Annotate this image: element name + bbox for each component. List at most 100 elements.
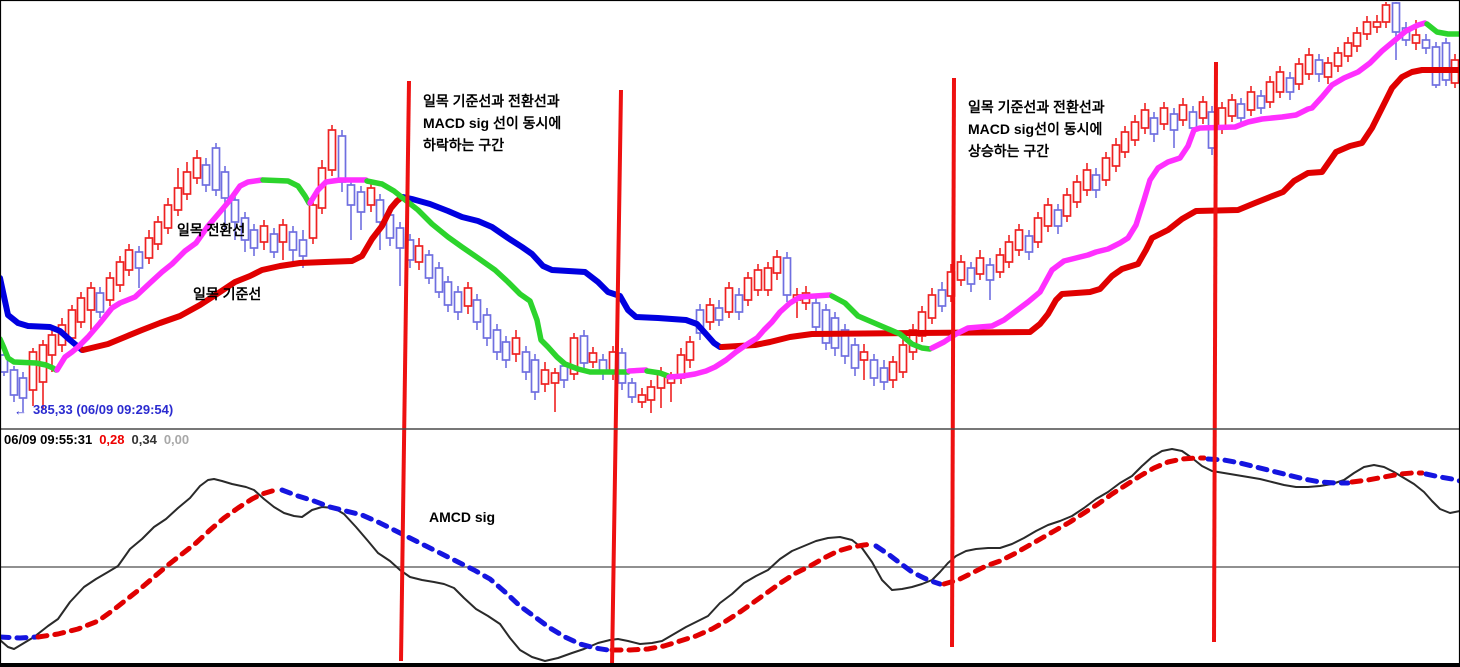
candle-body [1120,131,1130,153]
candle-body [366,187,376,206]
candle-body [966,267,976,285]
candle-body [1149,117,1159,135]
candle-body [1111,144,1121,167]
candle-body [288,231,298,251]
candle-body [249,229,259,249]
candle-body [1431,46,1441,86]
macd-signal-line-rising [1349,470,1425,485]
candle-body [1246,91,1256,111]
candle-body [956,261,966,281]
candle-body [463,287,473,307]
candle-body [559,365,569,381]
candle-body [298,239,308,257]
candle-body [1004,241,1014,263]
candle-body [1304,54,1314,75]
candle-body [1043,204,1053,227]
ichimoku-base-line-falling [0,275,85,353]
candle-body [927,294,937,319]
annotation-line: 하락하는 구간 [423,137,505,153]
ichimoku-conversion-line-rising [54,177,265,373]
ichimoku-conversion-line-rising [666,292,833,380]
macd-signal-line-falling [1423,471,1460,484]
candle-body [240,217,250,241]
candle-body [278,224,288,243]
candle-body [1072,181,1082,203]
ichimoku-conversion-line-falling [829,293,933,352]
candle-body [521,351,531,373]
candle-body [1236,103,1246,119]
ichimoku-conversion-line-falling [644,368,671,379]
candle-body [1033,217,1043,243]
status-signal-value: 0,34 [131,432,157,447]
macd-signal-line-falling [279,487,611,653]
candle-body [869,359,879,379]
macd-panel-surface[interactable] [0,429,1460,665]
candle-body [153,221,163,245]
candle-body [1159,107,1169,125]
candle-body [579,335,589,364]
candle-body [859,351,869,361]
candle-body [230,199,240,223]
candle-body [985,264,995,281]
candle-body [95,292,105,313]
candle-body [201,164,211,186]
candle-body [105,277,115,301]
candle-body [550,372,560,384]
candle-body [1362,21,1372,35]
candle-body [1294,63,1304,85]
left-arrow-icon: ← [14,403,27,418]
candle-body [337,135,347,183]
candle-body [617,352,627,384]
candle-body [424,254,434,279]
candle-body [47,334,57,356]
candle-body [888,361,898,381]
ichimoku-base-line-falling [400,194,723,350]
macd-signal-line-rising [941,455,1207,587]
ichimoku-base-line-rising [719,67,1460,350]
candle-body [482,314,492,339]
vertical-marker-line [1212,61,1218,643]
candle-body [1265,81,1275,103]
candle-body [434,267,444,293]
ichimoku-conversion-line-rising [626,367,649,374]
ichimoku-conversion-line-falling [260,177,312,206]
candle-body [1062,194,1072,217]
candle-body [975,257,985,275]
candle-body [453,291,463,313]
ichimoku-conversion-line-falling [1424,21,1460,37]
status-macd-value: 0,28 [99,432,125,447]
candle-body [269,233,279,253]
candle-body [492,329,502,353]
ichimoku-conversion-line-rising [307,177,369,206]
candle-body [86,287,96,311]
candle-body [714,307,724,321]
candle-body [1381,4,1391,23]
candle-body [1391,2,1401,33]
candle-body [259,225,269,243]
label-base-line: 일목 기준선 [193,286,262,302]
candle-body [917,311,927,337]
candle-body [220,171,230,199]
candle-body [163,204,173,229]
candle-body [811,302,821,328]
candle-body [821,309,831,344]
candle-body [327,129,337,171]
status-osc-value: 0,00 [163,432,190,447]
label-conversion-line: 일목 전환선 [177,222,246,238]
candle-body [937,289,947,307]
candle-body [734,294,744,313]
candle-body [76,297,86,323]
candle-body [346,184,356,206]
candle-body [192,157,202,179]
candle-body [530,359,540,393]
candle-body [1140,109,1150,129]
candle-body [1323,62,1333,78]
candle-body [588,352,598,363]
candle-body [1024,235,1034,253]
candle-body [375,199,385,223]
candle-body [705,304,715,323]
candle-body [1130,121,1140,141]
macd-signal-line-rising [35,487,281,640]
